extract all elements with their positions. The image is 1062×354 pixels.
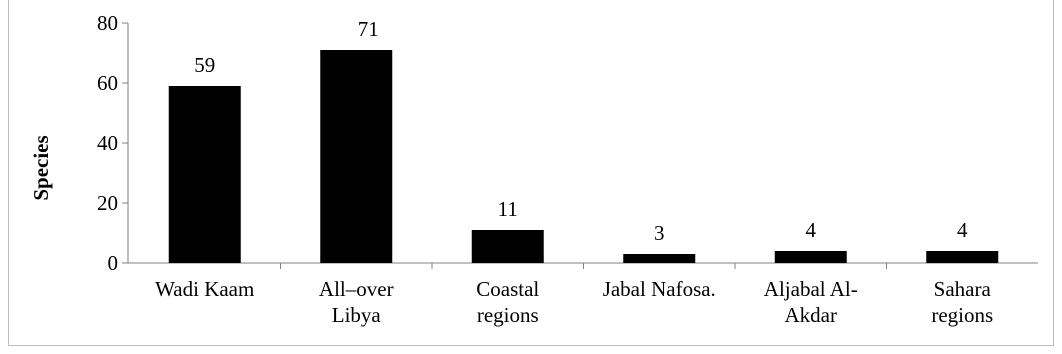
x-tick-label: Sahara regions (931, 277, 993, 327)
x-tick-label: Wadi Kaam (155, 277, 254, 301)
bar (774, 251, 847, 263)
y-axis-title: Species (29, 135, 53, 200)
bar (168, 86, 241, 263)
data-label: 59 (194, 53, 215, 77)
chart-frame (8, 0, 1054, 346)
y-tick-label: 40 (97, 131, 118, 155)
data-label: 4 (806, 218, 817, 242)
y-tick-label: 60 (97, 71, 118, 95)
x-tick-label: Aljabal Al-Akdar (764, 277, 858, 327)
bar (320, 50, 393, 263)
data-label: 71 (358, 17, 379, 41)
x-tick-label: Coastal regions (476, 277, 539, 327)
category-labels: Wadi Kaam All–over Libya Coastal regions Jaba… (155, 277, 993, 327)
bar (623, 254, 696, 263)
bar (926, 251, 999, 263)
data-label: 3 (654, 221, 665, 245)
data-labels: 59 71 11 3 4 4 (194, 17, 968, 245)
x-tick-label: Jabal Nafosa. (603, 277, 716, 301)
y-tick-label: 20 (97, 191, 118, 215)
bars (168, 50, 999, 269)
data-label: 11 (498, 197, 518, 221)
y-tick-label: 0 (108, 251, 119, 275)
y-tick-label: 80 (97, 11, 118, 35)
data-label: 4 (957, 218, 968, 242)
x-tick-label: All–over Libya (319, 277, 394, 327)
bar (471, 230, 544, 263)
